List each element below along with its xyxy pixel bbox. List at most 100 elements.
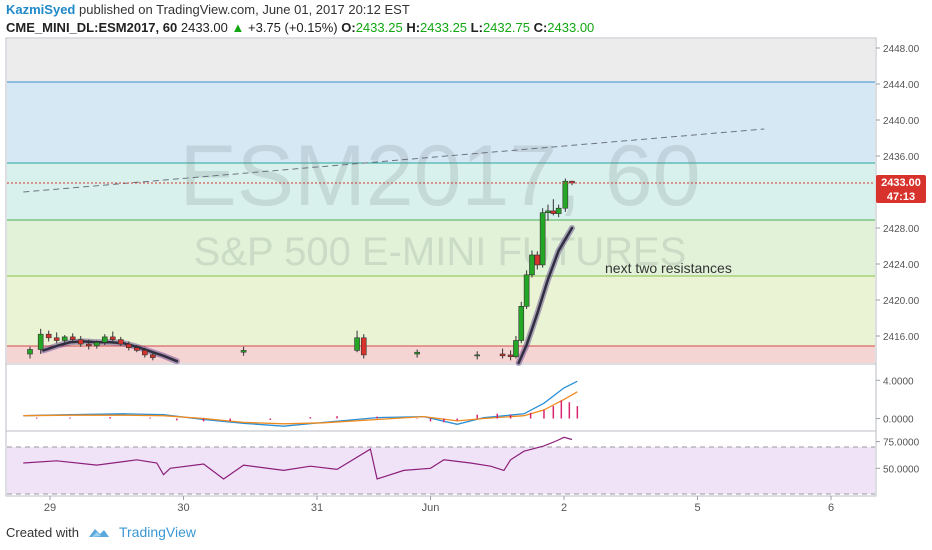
candle-body <box>53 337 60 341</box>
price-tick-label: 2420.00 <box>883 296 920 307</box>
moving-average-line <box>42 340 179 363</box>
candle-body <box>555 207 562 214</box>
candle-body <box>562 180 569 209</box>
current-price-tag <box>876 175 926 203</box>
candle-body <box>354 337 360 351</box>
candle-body <box>69 336 76 340</box>
published-text: published on TradingView.com, June 01, 2… <box>79 2 410 17</box>
candle-body <box>101 336 108 343</box>
candle-body <box>93 341 100 347</box>
candle-body <box>534 254 541 266</box>
price-axis-labels: 2448.002444.002440.002436.002432.002428.… <box>876 44 920 475</box>
symbol-name: CME_MINI_DL:ESM2017, 60 <box>6 20 178 35</box>
time-tick-label: 30 <box>177 502 189 514</box>
signal-line <box>23 391 578 425</box>
rsi-line <box>23 436 573 480</box>
zone-red <box>7 346 875 363</box>
current-price-tag-value: 2433.00 <box>881 177 921 189</box>
annotation-text: next two resistances <box>605 260 732 276</box>
zone-blue <box>7 82 875 163</box>
macd-tick-label: 4.0000 <box>883 376 914 387</box>
candle-body <box>414 351 420 355</box>
time-tick-label: 2 <box>561 502 567 514</box>
open-value: 2433.25 <box>355 20 403 35</box>
candle-body <box>523 274 530 307</box>
candle-body <box>545 210 551 213</box>
high-label: H: <box>406 20 421 35</box>
candle-body <box>37 333 44 350</box>
close-value: 2433.00 <box>547 20 595 35</box>
price-tick-label: 2416.00 <box>883 332 920 343</box>
last-price: 2433.00 <box>180 20 228 35</box>
low-value: 2432.75 <box>482 20 530 35</box>
zone-yellow-green <box>7 276 875 346</box>
time-tick-label: 5 <box>694 502 700 514</box>
created-with-text: Created with <box>6 524 79 540</box>
zone-light-green <box>7 220 875 276</box>
time-axis-labels: 29 30 31 Jun 2 5 6 <box>44 496 834 514</box>
macd-line <box>23 380 578 427</box>
author-link[interactable]: KazmiSyed <box>6 2 76 17</box>
footer: Created with TradingView <box>6 524 196 540</box>
tradingview-brand-link[interactable]: TradingView <box>118 524 197 540</box>
time-tick-label: 6 <box>828 502 834 514</box>
macd-layer <box>23 380 579 427</box>
rsi-tick-label: 75.0000 <box>883 438 920 449</box>
trend-layer <box>23 128 765 193</box>
price-tick-label: 2428.00 <box>883 224 920 235</box>
price-tick-label: 2424.00 <box>883 260 920 271</box>
price-tick-label: 2436.00 <box>883 152 920 163</box>
price-tick-label: 2440.00 <box>883 116 920 127</box>
low-label: L: <box>470 20 483 35</box>
rsi-tick-label: 50.0000 <box>883 464 920 475</box>
rsi-band <box>7 447 875 494</box>
trend-line <box>23 128 765 193</box>
candle-body <box>507 354 514 357</box>
time-tick-label: 31 <box>311 502 323 514</box>
candle-body <box>45 333 52 339</box>
candle-body <box>360 337 367 356</box>
symbol-header: CME_MINI_DL:ESM2017, 60 2433.00 ▲ +3.75 … <box>6 20 594 35</box>
price-tick-label: 2448.00 <box>883 44 920 55</box>
high-value: 2433.25 <box>420 20 468 35</box>
macd-tick-label: 0.0000 <box>883 415 914 426</box>
candle-body <box>27 349 33 355</box>
candle-body <box>125 343 132 349</box>
candles-layer <box>27 178 575 361</box>
candle-body <box>499 353 506 357</box>
zone-teal <box>7 163 875 220</box>
tradingview-logo-icon <box>88 529 109 537</box>
watermark-symbol: ESM2017, 60 <box>179 128 700 224</box>
candle-body <box>61 336 68 341</box>
rsi-layer <box>23 436 573 480</box>
change-arrow: ▲ <box>231 20 245 35</box>
candle-body <box>117 339 124 345</box>
watermark-description: S&P 500 E-MINI FUTURES <box>194 230 687 274</box>
candle-body <box>518 305 525 341</box>
bar-countdown: 47:13 <box>887 191 915 203</box>
candle-body <box>77 339 84 345</box>
candle-body <box>150 354 156 358</box>
moving-average-layer <box>40 225 575 366</box>
close-label: C: <box>533 20 548 35</box>
moving-average-line <box>517 226 574 365</box>
candle-body <box>85 343 92 347</box>
candle-body <box>240 350 247 353</box>
candle-body <box>134 347 140 351</box>
time-tick-label: Jun <box>422 502 440 514</box>
candle-body <box>474 354 481 357</box>
publish-header: KazmiSyed published on TradingView.com, … <box>6 2 410 17</box>
candle-body <box>109 336 116 340</box>
price-change: +3.75 (+0.15%) <box>247 20 338 35</box>
candle-body <box>513 340 519 358</box>
candle-body <box>529 254 535 276</box>
open-label: O: <box>341 20 356 35</box>
price-tick-label: 2444.00 <box>883 80 920 91</box>
candle-body <box>142 350 148 356</box>
candle-body <box>539 212 546 266</box>
zone-above-top <box>7 39 875 82</box>
candle-body <box>550 210 557 214</box>
time-tick-label: 29 <box>44 502 56 514</box>
